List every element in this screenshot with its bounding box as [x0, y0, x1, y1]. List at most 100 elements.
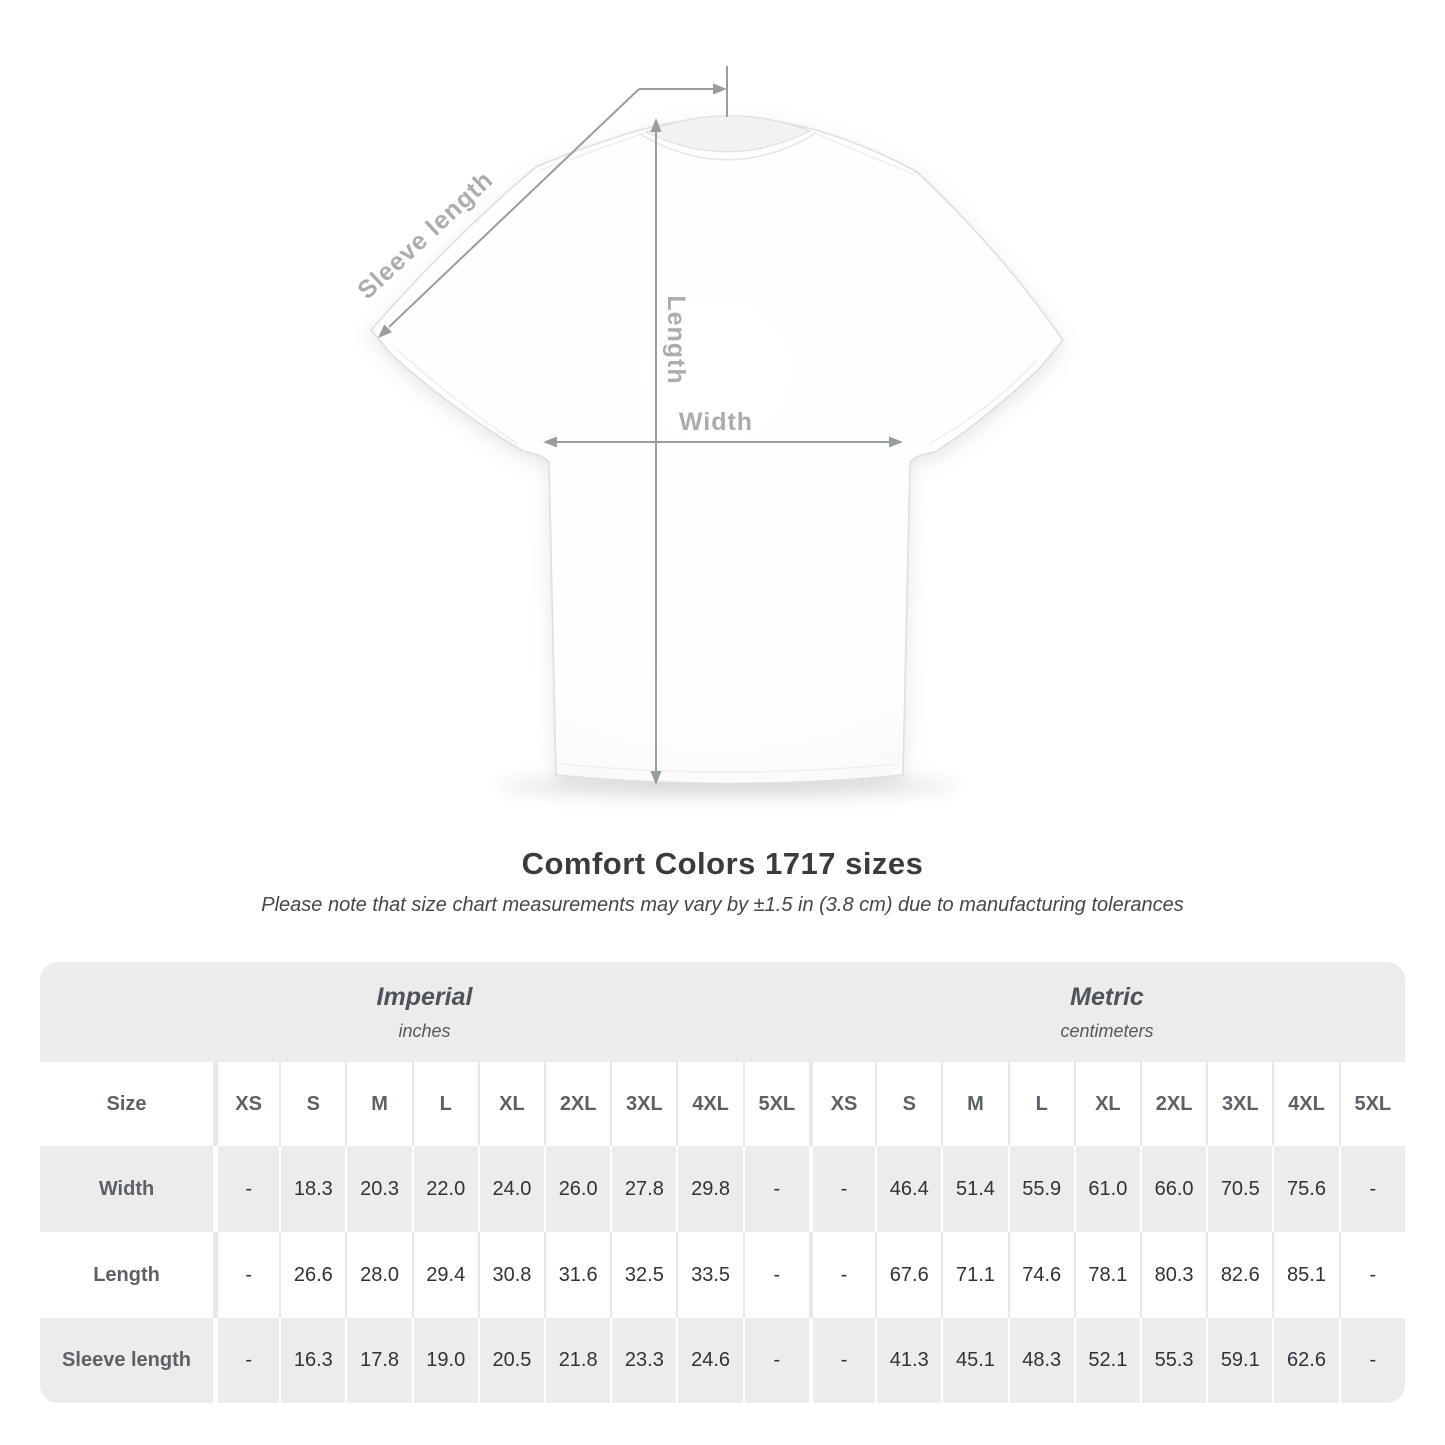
sleeve-length-row: Sleeve length - 16.3 17.8 19.0 20.5 21.8…: [40, 1318, 1405, 1403]
length-label: Length: [662, 295, 690, 384]
value-cell: 75.6: [1272, 1146, 1339, 1232]
value-cell: -: [213, 1146, 280, 1232]
size-header: 3XL: [1206, 1062, 1273, 1146]
value-cell: -: [1338, 1146, 1405, 1232]
size-header: XS: [213, 1062, 280, 1146]
sleeve-arrowhead-right: [713, 83, 727, 95]
size-header: L: [1007, 1062, 1074, 1146]
value-cell: 62.6: [1272, 1318, 1339, 1403]
value-cell: 20.3: [345, 1146, 412, 1232]
value-cell: 28.0: [345, 1232, 412, 1318]
size-header: M: [345, 1062, 412, 1146]
size-header: 2XL: [1139, 1062, 1207, 1146]
value-cell: 19.0: [411, 1318, 478, 1403]
value-cell: 71.1: [941, 1232, 1008, 1318]
metric-group-unit: centimeters: [1060, 1020, 1154, 1041]
row-label: Length: [40, 1232, 214, 1318]
value-cell: 48.3: [1007, 1318, 1074, 1403]
size-header: 5XL: [1338, 1062, 1405, 1146]
row-label: Width: [40, 1146, 214, 1232]
size-header: S: [875, 1062, 942, 1146]
size-chart-table: Imperial inches Metric centimeters Size …: [40, 962, 1405, 1403]
size-header: M: [941, 1062, 1008, 1146]
value-cell: 74.6: [1007, 1232, 1074, 1318]
size-header: S: [279, 1062, 346, 1146]
width-row: Width - 18.3 20.3 22.0 24.0 26.0 27.8 29…: [40, 1146, 1405, 1232]
collar-seam: [639, 132, 817, 161]
value-cell: 31.6: [544, 1232, 611, 1318]
value-cell: 32.5: [610, 1232, 677, 1318]
width-arrowhead-right: [889, 436, 903, 448]
unit-group-header-row: Imperial inches Metric centimeters: [40, 962, 1405, 1062]
value-cell: -: [808, 1232, 876, 1318]
value-cell: 80.3: [1139, 1232, 1207, 1318]
length-arrowhead-top: [650, 118, 662, 132]
value-cell: 29.4: [411, 1232, 478, 1318]
row-label: Sleeve length: [40, 1318, 214, 1403]
tolerance-note: Please note that size chart measurements…: [261, 894, 1184, 916]
value-cell: 18.3: [279, 1146, 346, 1232]
value-cell: 24.0: [477, 1146, 545, 1232]
value-cell: -: [1338, 1232, 1405, 1318]
left-sleeve-hem: [397, 349, 519, 445]
size-header: 3XL: [610, 1062, 677, 1146]
value-cell: 29.8: [676, 1146, 743, 1232]
right-shoulder-seam: [811, 131, 914, 175]
length-row: Length - 26.6 28.0 29.4 30.8 31.6 32.5 3…: [40, 1232, 1405, 1318]
size-corner-header: Size: [40, 1062, 214, 1146]
width-label: Width: [679, 408, 753, 436]
value-cell: 66.0: [1139, 1146, 1207, 1232]
size-header: 2XL: [544, 1062, 611, 1146]
value-cell: 78.1: [1073, 1232, 1140, 1318]
value-cell: 22.0: [411, 1146, 478, 1232]
size-header-row: Size XS S M L XL 2XL 3XL 4XL 5XL XS S M …: [40, 1062, 1405, 1146]
value-cell: 23.3: [610, 1318, 677, 1403]
value-cell: -: [213, 1232, 280, 1318]
value-cell: 59.1: [1206, 1318, 1273, 1403]
value-cell: 46.4: [875, 1146, 942, 1232]
value-cell: 24.6: [676, 1318, 743, 1403]
value-cell: 20.5: [477, 1318, 545, 1403]
value-cell: 33.5: [676, 1232, 743, 1318]
value-cell: 61.0: [1073, 1146, 1140, 1232]
size-header: L: [411, 1062, 478, 1146]
value-cell: -: [1338, 1318, 1405, 1403]
value-cell: 27.8: [610, 1146, 677, 1232]
value-cell: 30.8: [477, 1232, 545, 1318]
width-dimension: Width: [543, 408, 903, 448]
value-cell: 26.6: [279, 1232, 346, 1318]
value-cell: -: [808, 1146, 876, 1232]
value-cell: 26.0: [544, 1146, 611, 1232]
size-header: XS: [808, 1062, 876, 1146]
tshirt-silhouette: [370, 117, 1064, 785]
metric-group-header: Metric centimeters: [808, 962, 1405, 1062]
value-cell: 55.3: [1139, 1318, 1207, 1403]
tshirt-image: [370, 115, 1064, 785]
value-cell: -: [808, 1318, 876, 1403]
value-cell: 52.1: [1073, 1318, 1140, 1403]
size-header: 4XL: [676, 1062, 743, 1146]
sleeve-arrowhead-end: [378, 324, 392, 338]
page-title: Comfort Colors 1717 sizes: [521, 846, 924, 881]
collar-opening: [644, 115, 812, 153]
value-cell: 16.3: [279, 1318, 346, 1403]
tshirt-measurement-diagram: Sleeve length Length Width: [352, 66, 1064, 799]
value-cell: -: [742, 1146, 809, 1232]
size-header: XL: [477, 1062, 545, 1146]
length-arrowhead-bottom: [650, 771, 662, 785]
value-cell: 70.5: [1206, 1146, 1273, 1232]
value-cell: 51.4: [941, 1146, 1008, 1232]
value-cell: 21.8: [544, 1318, 611, 1403]
size-header: XL: [1073, 1062, 1140, 1146]
sleeve-diagonal-line: [388, 88, 640, 328]
imperial-group-header: Imperial inches: [40, 962, 809, 1062]
value-cell: 41.3: [875, 1318, 942, 1403]
length-dimension: Length: [650, 118, 690, 785]
left-shoulder-seam: [539, 132, 645, 171]
imperial-group-label: Imperial: [376, 982, 473, 1011]
right-sleeve-hem: [928, 359, 1038, 445]
size-header: 4XL: [1272, 1062, 1339, 1146]
metric-group-label: Metric: [1070, 982, 1144, 1011]
value-cell: -: [742, 1318, 809, 1403]
value-cell: 55.9: [1007, 1146, 1074, 1232]
